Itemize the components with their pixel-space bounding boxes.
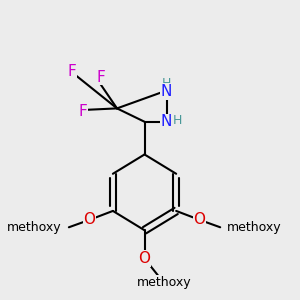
Text: N: N (161, 114, 172, 129)
Text: H: H (162, 76, 171, 90)
Text: methoxy: methoxy (227, 221, 282, 234)
Text: F: F (96, 70, 105, 85)
Text: F: F (67, 64, 76, 79)
Text: F: F (78, 104, 87, 119)
Text: H: H (173, 114, 182, 127)
Text: N: N (161, 84, 172, 99)
Text: methoxy: methoxy (136, 276, 191, 289)
Text: O: O (139, 251, 151, 266)
Text: methoxy: methoxy (8, 221, 62, 234)
Text: O: O (83, 212, 95, 227)
Text: O: O (194, 212, 206, 227)
